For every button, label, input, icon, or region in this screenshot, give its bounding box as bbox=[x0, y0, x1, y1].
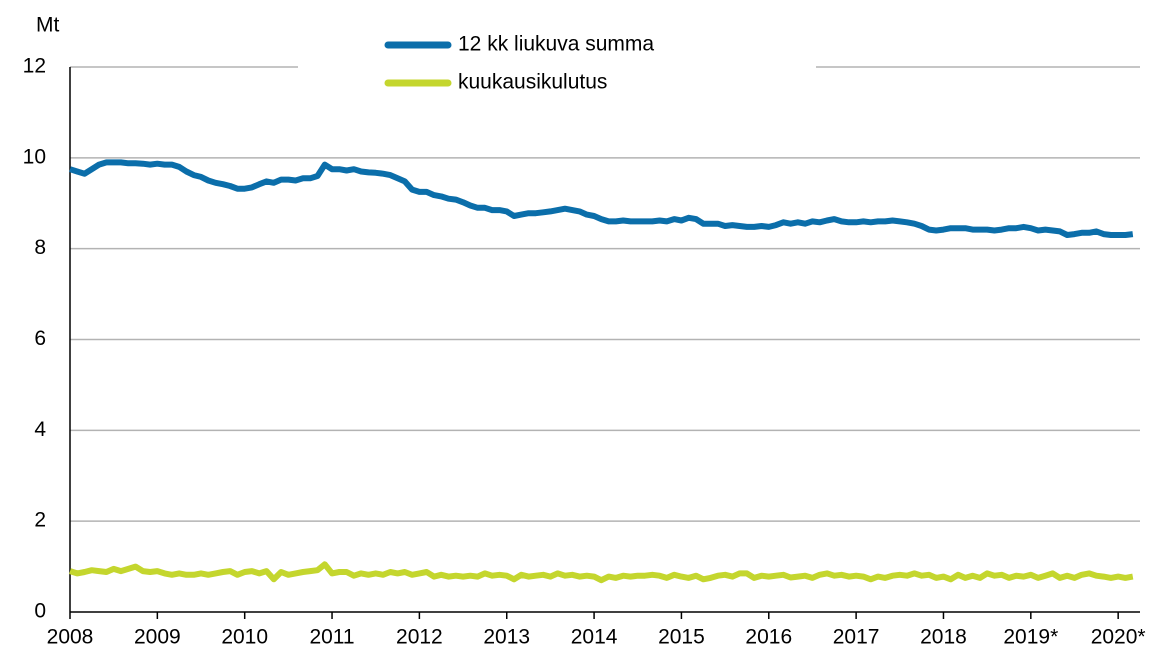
x-tick-label: 2017 bbox=[833, 626, 880, 649]
y-axis-label: Mt bbox=[36, 14, 59, 37]
x-tick-label: 2009 bbox=[134, 626, 181, 649]
x-tick-label: 2018 bbox=[920, 626, 967, 649]
x-tick-label: 2011 bbox=[309, 626, 354, 649]
legend-label: kuukausikulutus bbox=[458, 71, 607, 94]
y-tick-label: 10 bbox=[23, 145, 46, 168]
x-tick-label: 2010 bbox=[221, 626, 268, 649]
series-line bbox=[69, 159, 1134, 238]
x-tick-label: 2020* bbox=[1091, 626, 1146, 649]
x-tick-label: 2013 bbox=[483, 626, 530, 649]
y-tick-label: 2 bbox=[34, 509, 46, 532]
x-tick-label: 2012 bbox=[396, 626, 443, 649]
y-tick-label: 6 bbox=[34, 327, 46, 350]
x-tick-label: 2016 bbox=[745, 626, 792, 649]
legend-box bbox=[298, 30, 816, 100]
x-tick-label: 2008 bbox=[47, 626, 94, 649]
legend-label: 12 kk liukuva summa bbox=[458, 33, 654, 56]
x-tick-label: 2014 bbox=[571, 626, 618, 649]
series-line bbox=[69, 561, 1134, 584]
y-tick-label: 4 bbox=[34, 418, 46, 441]
y-tick-label: 8 bbox=[34, 236, 46, 259]
x-tick-label: 2019* bbox=[1003, 626, 1058, 649]
y-tick-label: 12 bbox=[23, 55, 46, 78]
x-tick-label: 2015 bbox=[658, 626, 705, 649]
y-tick-label: 0 bbox=[34, 600, 46, 623]
